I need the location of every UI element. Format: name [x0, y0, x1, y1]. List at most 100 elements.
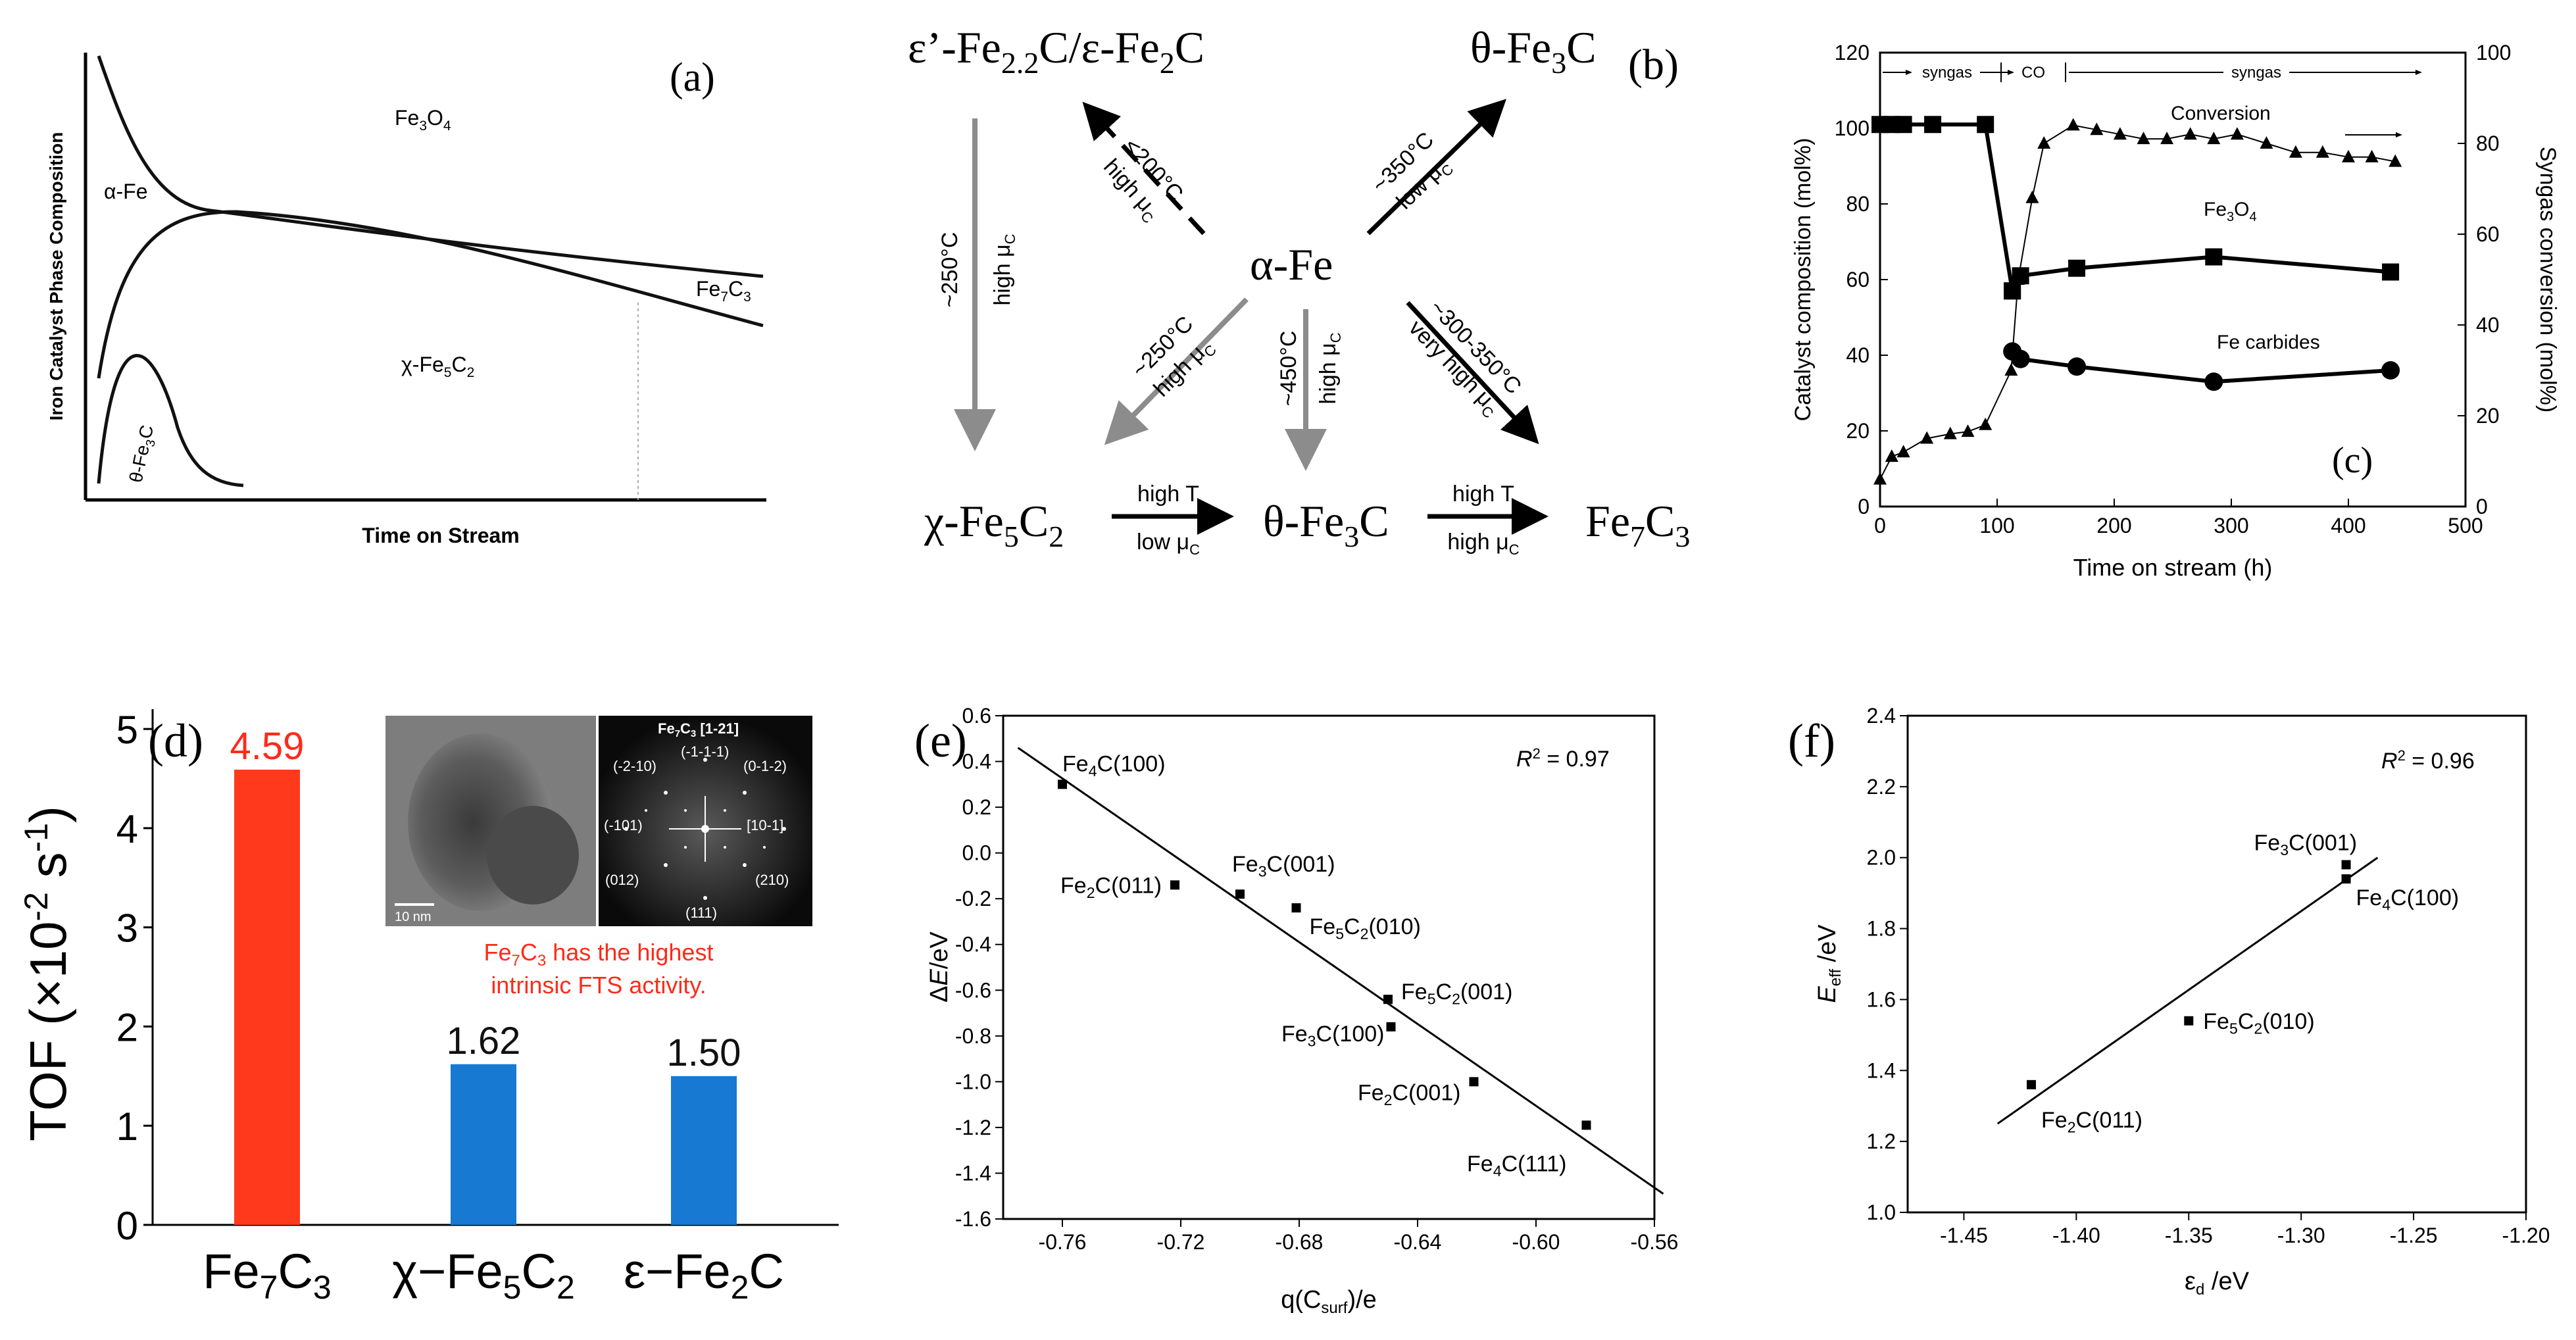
data-point-triangle — [2389, 154, 2402, 167]
point-label: Fe2C(011) — [2041, 1108, 2143, 1135]
y-tick-label: 0.2 — [962, 795, 991, 819]
y-tick-label: 100 — [1835, 116, 1870, 140]
diffraction-spot — [684, 809, 687, 812]
saed-index-4: (-101) — [604, 817, 643, 833]
x-tick-label: -1.25 — [2390, 1224, 2438, 1247]
category-eps-fe2c: ε−Fe2C — [624, 1244, 784, 1306]
region-theta-fe3c: θ-Fe3C — [126, 423, 162, 485]
diffraction-spot — [743, 791, 747, 795]
panel-d-ylabel: TOF (×10-2 s-1) — [18, 806, 77, 1141]
node-theta-fe3c-bottom: θ-Fe3C — [1263, 496, 1389, 553]
x-tick-label: -0.60 — [1512, 1230, 1560, 1254]
x-tick-label: -1.45 — [1940, 1224, 1988, 1247]
svg-text:high μC: high μC — [1316, 332, 1344, 404]
panel-e-r2: R2 = 0.97 — [1516, 745, 1610, 772]
diffraction-spot — [782, 827, 786, 831]
y-tick-label: 40 — [1846, 343, 1870, 367]
bar-1 — [451, 1064, 516, 1225]
data-point-triangle — [2289, 145, 2302, 158]
panel-e-ticks: -0.76 -0.72 -0.68 -0.64 -0.60 -0.56 -1.6 -1.4 -1… — [955, 704, 1679, 1254]
diffraction-spot — [664, 791, 668, 795]
data-point-triangle — [1920, 431, 1934, 444]
y-tick-label: 1.2 — [1867, 1129, 1896, 1153]
series-label-fe3o4: Fe3O4 — [2204, 199, 2257, 224]
data-point — [1235, 889, 1245, 899]
data-point — [1469, 1077, 1479, 1087]
data-point-triangle — [2037, 136, 2051, 149]
phase-label-syngas-1: syngas — [1922, 64, 1972, 82]
curve-alpha-fe — [97, 55, 764, 278]
x-tick-label: -0.76 — [1039, 1230, 1087, 1254]
x-tick-label: 0 — [1874, 514, 1886, 537]
point-label: Fe4C(100) — [1062, 751, 1166, 779]
y-tick-label: 2.4 — [1867, 704, 1896, 728]
diffraction-spot — [703, 758, 707, 762]
y2-tick-label: 40 — [2476, 313, 2500, 337]
panel-f-ylabel: Eeff /eV — [1814, 924, 1845, 1003]
y2-tick-label: 80 — [2476, 132, 2500, 155]
data-point-triangle — [2137, 132, 2150, 145]
panel-c-y2label: Syngas conversion (mol%) — [2535, 147, 2560, 412]
tem-particle-lobe — [487, 806, 579, 905]
bar-value-label-1: 1.62 — [447, 1020, 521, 1062]
panel-a: (a) Iron Catalyst Phase Composition Time… — [46, 53, 766, 547]
data-point-circle — [2381, 361, 2400, 380]
data-point — [1058, 780, 1067, 789]
y-tick-label: 3 — [116, 906, 138, 951]
bar-0 — [234, 769, 300, 1225]
data-point-triangle — [1943, 426, 1957, 439]
panel-d-bars: 4.59 1.62 1.50 — [230, 725, 741, 1225]
arrow-to-chi — [1104, 297, 1249, 445]
diffraction-spot — [763, 846, 766, 849]
bar-2 — [671, 1076, 737, 1225]
edge-label-theta-fe7c3-top: high T — [1452, 482, 1514, 507]
y-tick-label: 2.0 — [1867, 846, 1896, 870]
data-point — [2341, 860, 2351, 870]
data-point — [1386, 1022, 1396, 1031]
panel-d-label: (d) — [148, 714, 203, 767]
panel-a-label: (a) — [670, 55, 715, 100]
y-tick-label: 1.6 — [1867, 987, 1896, 1011]
point-label: Fe3C(100) — [1281, 1022, 1385, 1049]
data-point — [2027, 1079, 2036, 1089]
y-tick-label: 80 — [1846, 192, 1870, 216]
point-label: Fe2C(001) — [1358, 1080, 1461, 1108]
data-point — [2341, 874, 2351, 884]
point-label: Fe3C(001) — [2254, 831, 2358, 858]
data-point — [1291, 903, 1301, 913]
panel-e-frame — [1002, 714, 1656, 1220]
panel-f-ticks: -1.45 -1.40 -1.35 -1.30 -1.25 -1.20 1.0 1.2 1.4 1… — [1867, 704, 2550, 1247]
y2-tick-label: 20 — [2476, 404, 2500, 428]
x-tick-label: 500 — [2448, 514, 2483, 537]
saed-index-5: [10-1] — [747, 817, 783, 833]
saed-index-2: (-1-1-1) — [681, 743, 729, 760]
data-point-triangle — [2160, 132, 2174, 145]
point-label: Fe5C2(010) — [2203, 1009, 2314, 1037]
point-label: Fe4C(100) — [2356, 885, 2460, 913]
diffraction-spot — [645, 809, 647, 812]
panel-f: -1.45 -1.40 -1.35 -1.30 -1.25 -1.20 1.0 1.2 1.4 1… — [1788, 704, 2550, 1299]
data-point-triangle — [2066, 118, 2080, 131]
point-label: Fe2C(011) — [1060, 873, 1162, 901]
data-point-triangle — [1885, 449, 1898, 462]
x-tick-label: -0.56 — [1631, 1230, 1679, 1254]
panel-e: -0.76 -0.72 -0.68 -0.64 -0.60 -0.56 -1.6 -1.4 -1… — [914, 704, 1678, 1317]
data-point — [1170, 880, 1179, 890]
fit-line — [1996, 856, 2379, 1125]
panel-f-r2: R2 = 0.96 — [2381, 747, 2475, 774]
panel-e-ylabel: ΔE/eV — [926, 931, 953, 1002]
panel-c-series — [1871, 116, 2402, 485]
arrow-to-theta-top — [1366, 99, 1507, 236]
data-point-triangle — [2365, 149, 2379, 162]
data-point-square — [1924, 116, 1942, 134]
data-point-triangle — [2183, 127, 2197, 140]
y-tick-label: -1.0 — [955, 1070, 991, 1093]
edge-label-to-eps: <200°C high μC — [1097, 134, 1189, 227]
data-point — [2184, 1016, 2194, 1026]
data-point — [1581, 1120, 1591, 1130]
panel-f-points: Fe3C(001) Fe4C(100) Fe5C2(010) Fe2C(011) — [1996, 831, 2460, 1135]
x-tick-label: 200 — [2096, 514, 2131, 537]
curve-theta-fe3c — [97, 354, 244, 487]
